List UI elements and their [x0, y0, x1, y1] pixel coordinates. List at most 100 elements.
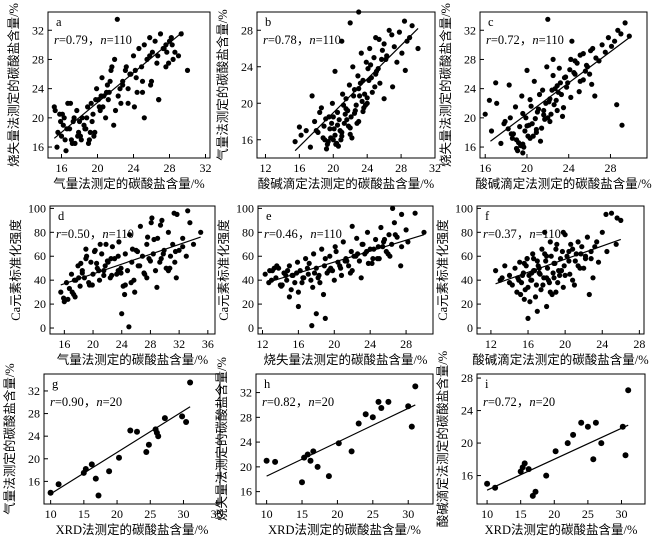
panel-d-point: [165, 229, 171, 235]
panel-d-xtick-label: 28: [144, 337, 156, 351]
panel-c-separator: ，: [520, 33, 533, 47]
panel-f-point: [608, 210, 615, 216]
panel-i-point: [525, 466, 532, 473]
panel-c-point: [599, 42, 605, 48]
panel-b-point: [358, 50, 364, 56]
panel-b-point: [348, 114, 354, 120]
panel-c-point: [622, 20, 628, 26]
panel-c-point: [615, 27, 621, 33]
panel-c-point: [513, 145, 520, 152]
panel-d-ytick-label: 40: [34, 273, 46, 287]
panel-f-point: [536, 270, 542, 276]
panel-g-point: [116, 454, 122, 461]
panel-h-ytick-label: 32: [240, 386, 252, 400]
panel-b-point: [401, 18, 408, 24]
panel-c-xtick-label: 28: [604, 161, 616, 175]
panel-d-point: [149, 215, 155, 221]
panel-a-point: [120, 78, 126, 84]
panel-e-point: [364, 248, 370, 255]
panel-a-point: [61, 115, 67, 121]
panel-e-ytick-label: 80: [242, 225, 254, 239]
panel-f-point: [534, 258, 540, 264]
panel-e-ytick-label: 60: [242, 249, 254, 263]
panel-b-point: [386, 27, 392, 33]
panel-f-point: [567, 271, 573, 277]
panel-c-n-value: =110: [539, 33, 564, 47]
panel-e-point: [299, 280, 305, 286]
panel-h-point: [272, 458, 279, 465]
panel-a-point: [78, 137, 84, 143]
panel-b-point: [356, 86, 362, 92]
panel-b-point: [323, 116, 329, 122]
panel-b-point: [381, 41, 387, 47]
panel-b-ytick-label: 16: [241, 133, 253, 147]
panel-b-n-value: =110: [316, 33, 341, 47]
panel-a-ytick-label: 24: [32, 82, 44, 96]
panel-c-point: [544, 64, 550, 70]
panel-c-point: [553, 97, 559, 103]
panel-e-point: [337, 263, 343, 269]
panel-e-point: [310, 284, 316, 290]
panel-e-point: [320, 291, 327, 298]
panel-g-point: [55, 481, 62, 488]
panel-b-point: [359, 98, 365, 104]
panel-h-point: [405, 403, 412, 410]
panel-b-point: [354, 120, 360, 126]
panel-d-point: [170, 241, 176, 247]
panel-e-point: [354, 235, 360, 241]
panel-b-point: [357, 93, 363, 99]
panel-f-stats: r=0.37，n=110: [483, 227, 561, 241]
panel-h-point: [369, 414, 376, 421]
panel-f-point: [544, 265, 551, 271]
panel-c-point: [528, 103, 534, 109]
panel-d-point: [122, 291, 128, 298]
panel-c-point: [516, 140, 522, 146]
panel-e-point: [373, 236, 379, 243]
panel-a-point: [172, 49, 178, 55]
panel-b-point: [353, 102, 359, 108]
panel-b-xtick-label: 24: [361, 161, 373, 175]
panel-d-point: [118, 270, 124, 276]
panel-c-point: [520, 150, 526, 156]
panel-e-point: [342, 258, 348, 264]
panel-f-point: [561, 263, 567, 269]
panel-g-n-value: =20: [103, 395, 123, 409]
panel-c-point: [510, 131, 516, 137]
panel-a-point: [117, 86, 123, 92]
panel-e-point: [305, 271, 311, 277]
panel-e-point: [349, 223, 355, 229]
panel-g-point: [95, 492, 102, 499]
panel-e-point: [338, 272, 345, 278]
panel-c-point: [626, 33, 632, 39]
panel-a-point: [149, 49, 155, 55]
panel-d-ytick-label: 100: [28, 201, 46, 215]
panel-c-point: [605, 35, 612, 41]
panel-f-point: [534, 308, 540, 314]
panel-d-point: [63, 280, 70, 286]
panel-i-xtick-label: 10: [481, 507, 493, 521]
panel-c-point: [541, 112, 547, 118]
panel-a-point: [170, 56, 176, 63]
panel-c-point: [506, 82, 512, 88]
panel-c-point: [520, 141, 526, 147]
panel-f-point: [538, 287, 544, 293]
panel-b-point: [377, 80, 383, 86]
panel-f-point: [529, 270, 535, 276]
panel-c-point: [567, 67, 573, 73]
panel-b-point: [346, 82, 352, 88]
panel-b-point: [324, 141, 330, 147]
panel-d-point: [167, 253, 174, 259]
panel-b-point: [365, 66, 371, 72]
panel-d-point: [180, 235, 186, 241]
panel-e-point: [306, 260, 312, 266]
panel-c-ylabel: 烧失量法测定的碳酸盐含量/%: [438, 3, 453, 167]
panel-f-point: [568, 241, 574, 247]
panel-i-xtick-label: 20: [548, 507, 560, 521]
panel-c-point: [584, 64, 591, 70]
panel-e-point: [398, 263, 404, 269]
panel-h-point: [307, 457, 314, 464]
panel-d-point: [76, 275, 82, 281]
panel-a-frame: [47, 11, 211, 159]
panel-e-point: [301, 275, 307, 281]
panel-c-ytick-label: 16: [464, 140, 476, 154]
